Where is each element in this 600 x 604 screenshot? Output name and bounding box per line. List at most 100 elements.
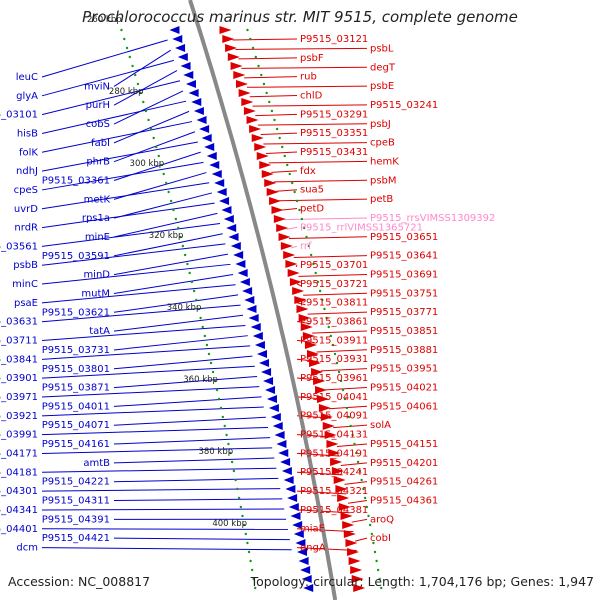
gene-label: P9515_04191 — [300, 448, 368, 459]
label-connector — [42, 548, 292, 550]
gene-label: hemK — [370, 156, 399, 167]
label-connector — [321, 369, 367, 371]
tick-dot — [255, 56, 257, 58]
gene-label: cpeS — [14, 185, 38, 196]
forward-gene-mark — [289, 503, 299, 511]
label-connector — [289, 237, 367, 239]
tick-dot — [364, 497, 366, 499]
tick-dot — [137, 83, 139, 85]
gene-label: petD — [300, 204, 324, 215]
tick-dot — [238, 497, 240, 499]
reverse-gene-mark — [345, 539, 357, 547]
tick-dot — [346, 407, 348, 409]
forward-gene-mark — [249, 314, 259, 322]
tick-dot — [296, 200, 298, 202]
gene-label: nrdR — [14, 223, 38, 234]
gene-label: P9515_04261 — [370, 477, 438, 488]
tick-dot — [257, 65, 259, 67]
label-connector — [42, 285, 236, 303]
tick-dot — [216, 389, 218, 391]
accession-text: Accession: NC_008817 — [8, 574, 150, 589]
gene-label: P9515_04061 — [370, 401, 438, 412]
gene-label: P9515_04401 — [0, 524, 38, 535]
reverse-gene-mark — [288, 269, 300, 277]
label-connector — [114, 50, 171, 86]
tick-dot — [293, 191, 295, 193]
reverse-gene-mark — [347, 548, 359, 556]
tick-dot — [172, 209, 174, 211]
tick-dot — [150, 128, 152, 130]
tick-dot — [134, 74, 136, 76]
label-connector — [282, 209, 297, 211]
label-connector — [250, 96, 297, 97]
label-connector — [286, 227, 297, 229]
gene-label: P9515_04041 — [300, 392, 368, 403]
gene-label: P9515_03641 — [370, 251, 438, 262]
gene-label: P9515_04391 — [42, 514, 110, 525]
forward-gene-mark — [284, 476, 294, 484]
tick-dot — [265, 92, 267, 94]
forward-gene-mark — [300, 566, 310, 574]
forward-gene-mark — [278, 449, 288, 457]
gene-label: P9515_03431 — [300, 147, 368, 158]
forward-gene-mark — [255, 341, 265, 349]
tick-dot — [188, 272, 190, 274]
forward-gene-mark — [172, 35, 182, 43]
reverse-gene-mark — [281, 242, 293, 250]
tick-dot — [289, 173, 291, 175]
gene-label: minD — [83, 270, 110, 281]
gene-label: P9515_04161 — [42, 439, 110, 450]
label-connector — [274, 180, 367, 182]
scale-label: 280 kbp — [109, 87, 144, 97]
reverse-gene-mark — [228, 53, 240, 61]
gene-label: psbB — [13, 260, 38, 271]
forward-gene-mark — [276, 440, 286, 448]
tick-dot — [145, 110, 147, 112]
gene-label: fabI — [91, 138, 110, 149]
scale-label: 400 kbp — [212, 519, 247, 529]
gene-label: P9515_04091 — [300, 411, 368, 422]
gene-label: psbL — [370, 43, 394, 54]
tick-dot — [374, 551, 376, 553]
forward-gene-mark — [240, 278, 250, 286]
gene-label: P9515_03841 — [0, 354, 38, 365]
forward-gene-mark — [221, 206, 231, 214]
label-connector — [266, 152, 297, 153]
forward-gene-mark — [194, 107, 204, 115]
tick-dot — [158, 155, 160, 157]
scale-label: 380 kbp — [198, 447, 233, 457]
forward-gene-mark — [197, 116, 207, 124]
forward-gene-mark — [242, 287, 252, 295]
label-connector — [325, 387, 367, 389]
gene-label: P9515_03691 — [370, 269, 438, 280]
label-connector — [344, 482, 367, 485]
reverse-gene-mark — [350, 566, 362, 574]
reverse-gene-mark — [267, 188, 279, 196]
gene-label: P9515_04131 — [300, 430, 368, 441]
label-connector — [348, 500, 367, 503]
gene-label: dcm — [16, 543, 38, 554]
forward-gene-mark — [257, 350, 267, 358]
tick-dot — [227, 443, 229, 445]
forward-gene-mark — [169, 26, 179, 34]
tick-dot — [165, 182, 167, 184]
forward-gene-mark — [269, 404, 279, 412]
tick-dot — [233, 470, 235, 472]
gene-label: P9515_03881 — [370, 345, 438, 356]
label-connector — [269, 161, 367, 162]
label-connector — [294, 256, 367, 258]
tick-dot — [191, 281, 193, 283]
label-connector — [241, 67, 367, 68]
forward-gene-mark — [261, 368, 271, 376]
tick-dot — [251, 569, 253, 571]
reverse-gene-mark — [249, 125, 261, 133]
reverse-gene-mark — [241, 98, 253, 106]
gene-label: psbF — [300, 53, 324, 64]
label-connector — [317, 350, 367, 352]
forward-gene-mark — [181, 62, 191, 70]
label-connector — [303, 293, 367, 295]
gene-label: P9515_04381 — [300, 505, 368, 516]
tick-dot — [342, 389, 344, 391]
reverse-gene-mark — [219, 26, 231, 34]
